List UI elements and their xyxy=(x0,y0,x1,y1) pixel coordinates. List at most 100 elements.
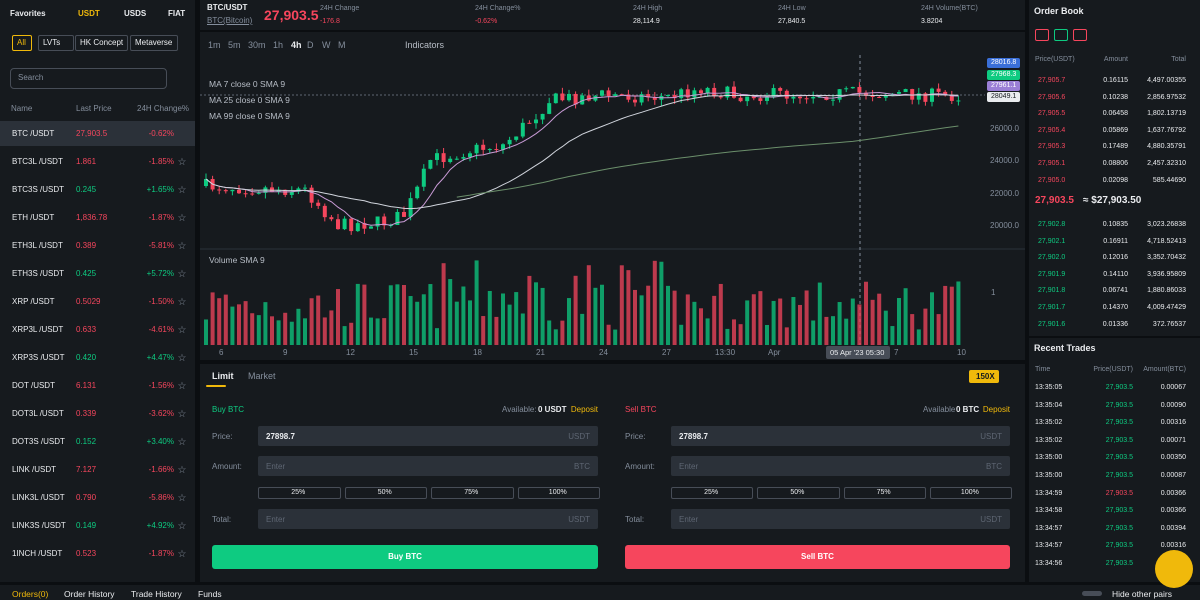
mid-price: 27,903.5 xyxy=(1035,195,1074,206)
percent-label[interactable]: 100% xyxy=(960,489,979,496)
bottom-tab[interactable]: Trade History xyxy=(131,589,182,599)
percent-label[interactable]: 25% xyxy=(704,489,719,496)
stat-label: 24H Volume(BTC) xyxy=(921,5,978,12)
percent-label[interactable]: 25% xyxy=(291,489,306,496)
interval[interactable]: 1m xyxy=(208,40,221,50)
percent-label[interactable]: 75% xyxy=(464,489,479,496)
pair-name[interactable]: LINK /USDT xyxy=(12,465,57,474)
market-tab[interactable]: FIAT xyxy=(168,9,186,18)
percent-button[interactable] xyxy=(843,487,926,499)
bottom-tab[interactable]: Orders(0) xyxy=(12,589,49,599)
market-tab[interactable]: USDS xyxy=(124,9,147,18)
percent-label[interactable]: 100% xyxy=(548,489,567,496)
leverage-chip xyxy=(969,370,999,383)
search-box[interactable] xyxy=(10,68,167,89)
filter-chip[interactable] xyxy=(38,35,74,51)
pair-name[interactable]: XRP /USDT xyxy=(12,297,55,306)
input-price[interactable] xyxy=(258,426,598,446)
percent-button[interactable] xyxy=(344,487,427,499)
buy-button[interactable] xyxy=(212,545,598,569)
percent-label[interactable]: 50% xyxy=(377,489,392,496)
book-view-toggle[interactable] xyxy=(1073,29,1087,41)
percent-button[interactable] xyxy=(671,487,754,499)
pair-name[interactable]: XRP3L /USDT xyxy=(12,325,64,334)
input-price[interactable] xyxy=(671,426,1010,446)
input-total[interactable] xyxy=(258,509,598,529)
volume-bar xyxy=(613,329,618,345)
pair-name[interactable]: BTC3S /USDT xyxy=(12,185,65,194)
toggle[interactable] xyxy=(1082,591,1102,596)
percent-label[interactable]: 75% xyxy=(876,489,891,496)
time-axis-label: 6 xyxy=(219,348,224,357)
filter-chip[interactable] xyxy=(12,35,32,51)
pair-name[interactable]: ETH3S /USDT xyxy=(12,269,65,278)
interval[interactable]: 4h xyxy=(291,40,302,50)
percent-button[interactable] xyxy=(517,487,600,499)
indicators-button[interactable]: Indicators xyxy=(405,40,445,50)
button-label[interactable]: Buy BTC xyxy=(388,552,422,561)
input-amount[interactable] xyxy=(671,456,1010,476)
interval[interactable]: 1h xyxy=(273,40,284,50)
trade-time: 13:34:57 xyxy=(1035,524,1063,532)
filter-chip[interactable] xyxy=(130,35,178,51)
pair-name[interactable]: ETH /USDT xyxy=(12,213,55,222)
pair-name[interactable]: DOT3S /USDT xyxy=(12,437,65,446)
volume-bar xyxy=(890,326,895,345)
pair-name[interactable]: LINK3S /USDT xyxy=(12,521,66,530)
pair-name[interactable]: ETH3L /USDT xyxy=(12,241,63,250)
filter-label[interactable]: All xyxy=(17,38,26,47)
pair-name[interactable]: BTC /USDT xyxy=(12,129,55,138)
filter-label[interactable]: HK Concept xyxy=(80,38,124,47)
percent-button[interactable] xyxy=(929,487,1012,499)
pair-change: -1.87% xyxy=(148,549,174,558)
candle-body xyxy=(910,89,915,100)
input-total[interactable] xyxy=(671,509,1010,529)
percent-button[interactable] xyxy=(431,487,514,499)
support-chat[interactable] xyxy=(1155,550,1193,588)
percent-button[interactable] xyxy=(757,487,840,499)
sell-button[interactable] xyxy=(625,545,1010,569)
book-view-toggle[interactable] xyxy=(1035,29,1049,41)
pair-name[interactable]: XRP3S /USDT xyxy=(12,353,65,362)
pair-name[interactable]: BTC3L /USDT xyxy=(12,157,63,166)
bottom-tab[interactable]: Order History xyxy=(64,589,115,599)
button-label[interactable]: Sell BTC xyxy=(801,552,834,561)
percent-label[interactable]: 50% xyxy=(790,489,805,496)
interval[interactable]: D xyxy=(307,40,314,50)
field-label: Price: xyxy=(212,432,233,441)
interval[interactable]: M xyxy=(338,40,346,50)
interval[interactable]: W xyxy=(322,40,331,50)
order-tab[interactable]: Limit xyxy=(212,371,234,381)
filter-label[interactable]: Metaverse xyxy=(135,38,173,47)
pair-name[interactable]: DOT3L /USDT xyxy=(12,409,64,418)
input-amount[interactable] xyxy=(258,456,598,476)
percent-button[interactable] xyxy=(258,487,341,499)
market-tab[interactable]: Favorites xyxy=(10,9,46,18)
filter-label[interactable]: LVTs xyxy=(43,38,61,47)
interval[interactable]: 30m xyxy=(248,40,266,50)
book-view-toggle[interactable] xyxy=(1054,29,1068,41)
pair-name[interactable]: 1INCH /USDT xyxy=(12,549,63,558)
pair-price: 27,903.5 xyxy=(76,129,108,138)
hide-pairs-label[interactable]: Hide other pairs xyxy=(1112,589,1173,599)
markets-panel xyxy=(0,0,195,582)
volume-bar xyxy=(778,298,783,345)
pair-name[interactable]: LINK3L /USDT xyxy=(12,493,65,502)
candle-body xyxy=(877,97,882,99)
book-amount: 0.16911 xyxy=(1103,237,1128,245)
candle-body xyxy=(791,96,796,99)
leverage[interactable]: 150X xyxy=(976,372,995,381)
order-tab[interactable]: Market xyxy=(248,371,276,381)
pair-name[interactable]: DOT /USDT xyxy=(12,381,55,390)
column-header: Price(USDT) xyxy=(1035,56,1075,63)
candle-body xyxy=(725,86,730,98)
candle-body xyxy=(870,95,875,98)
candle-body xyxy=(547,103,552,114)
volume-bar xyxy=(256,315,261,345)
volume-bar xyxy=(732,319,736,345)
bottom-tab[interactable]: Funds xyxy=(198,589,222,599)
interval[interactable]: 5m xyxy=(228,40,241,50)
filter-chip[interactable] xyxy=(75,35,128,51)
market-tab[interactable]: USDT xyxy=(78,9,100,18)
volume-bar xyxy=(303,318,307,345)
